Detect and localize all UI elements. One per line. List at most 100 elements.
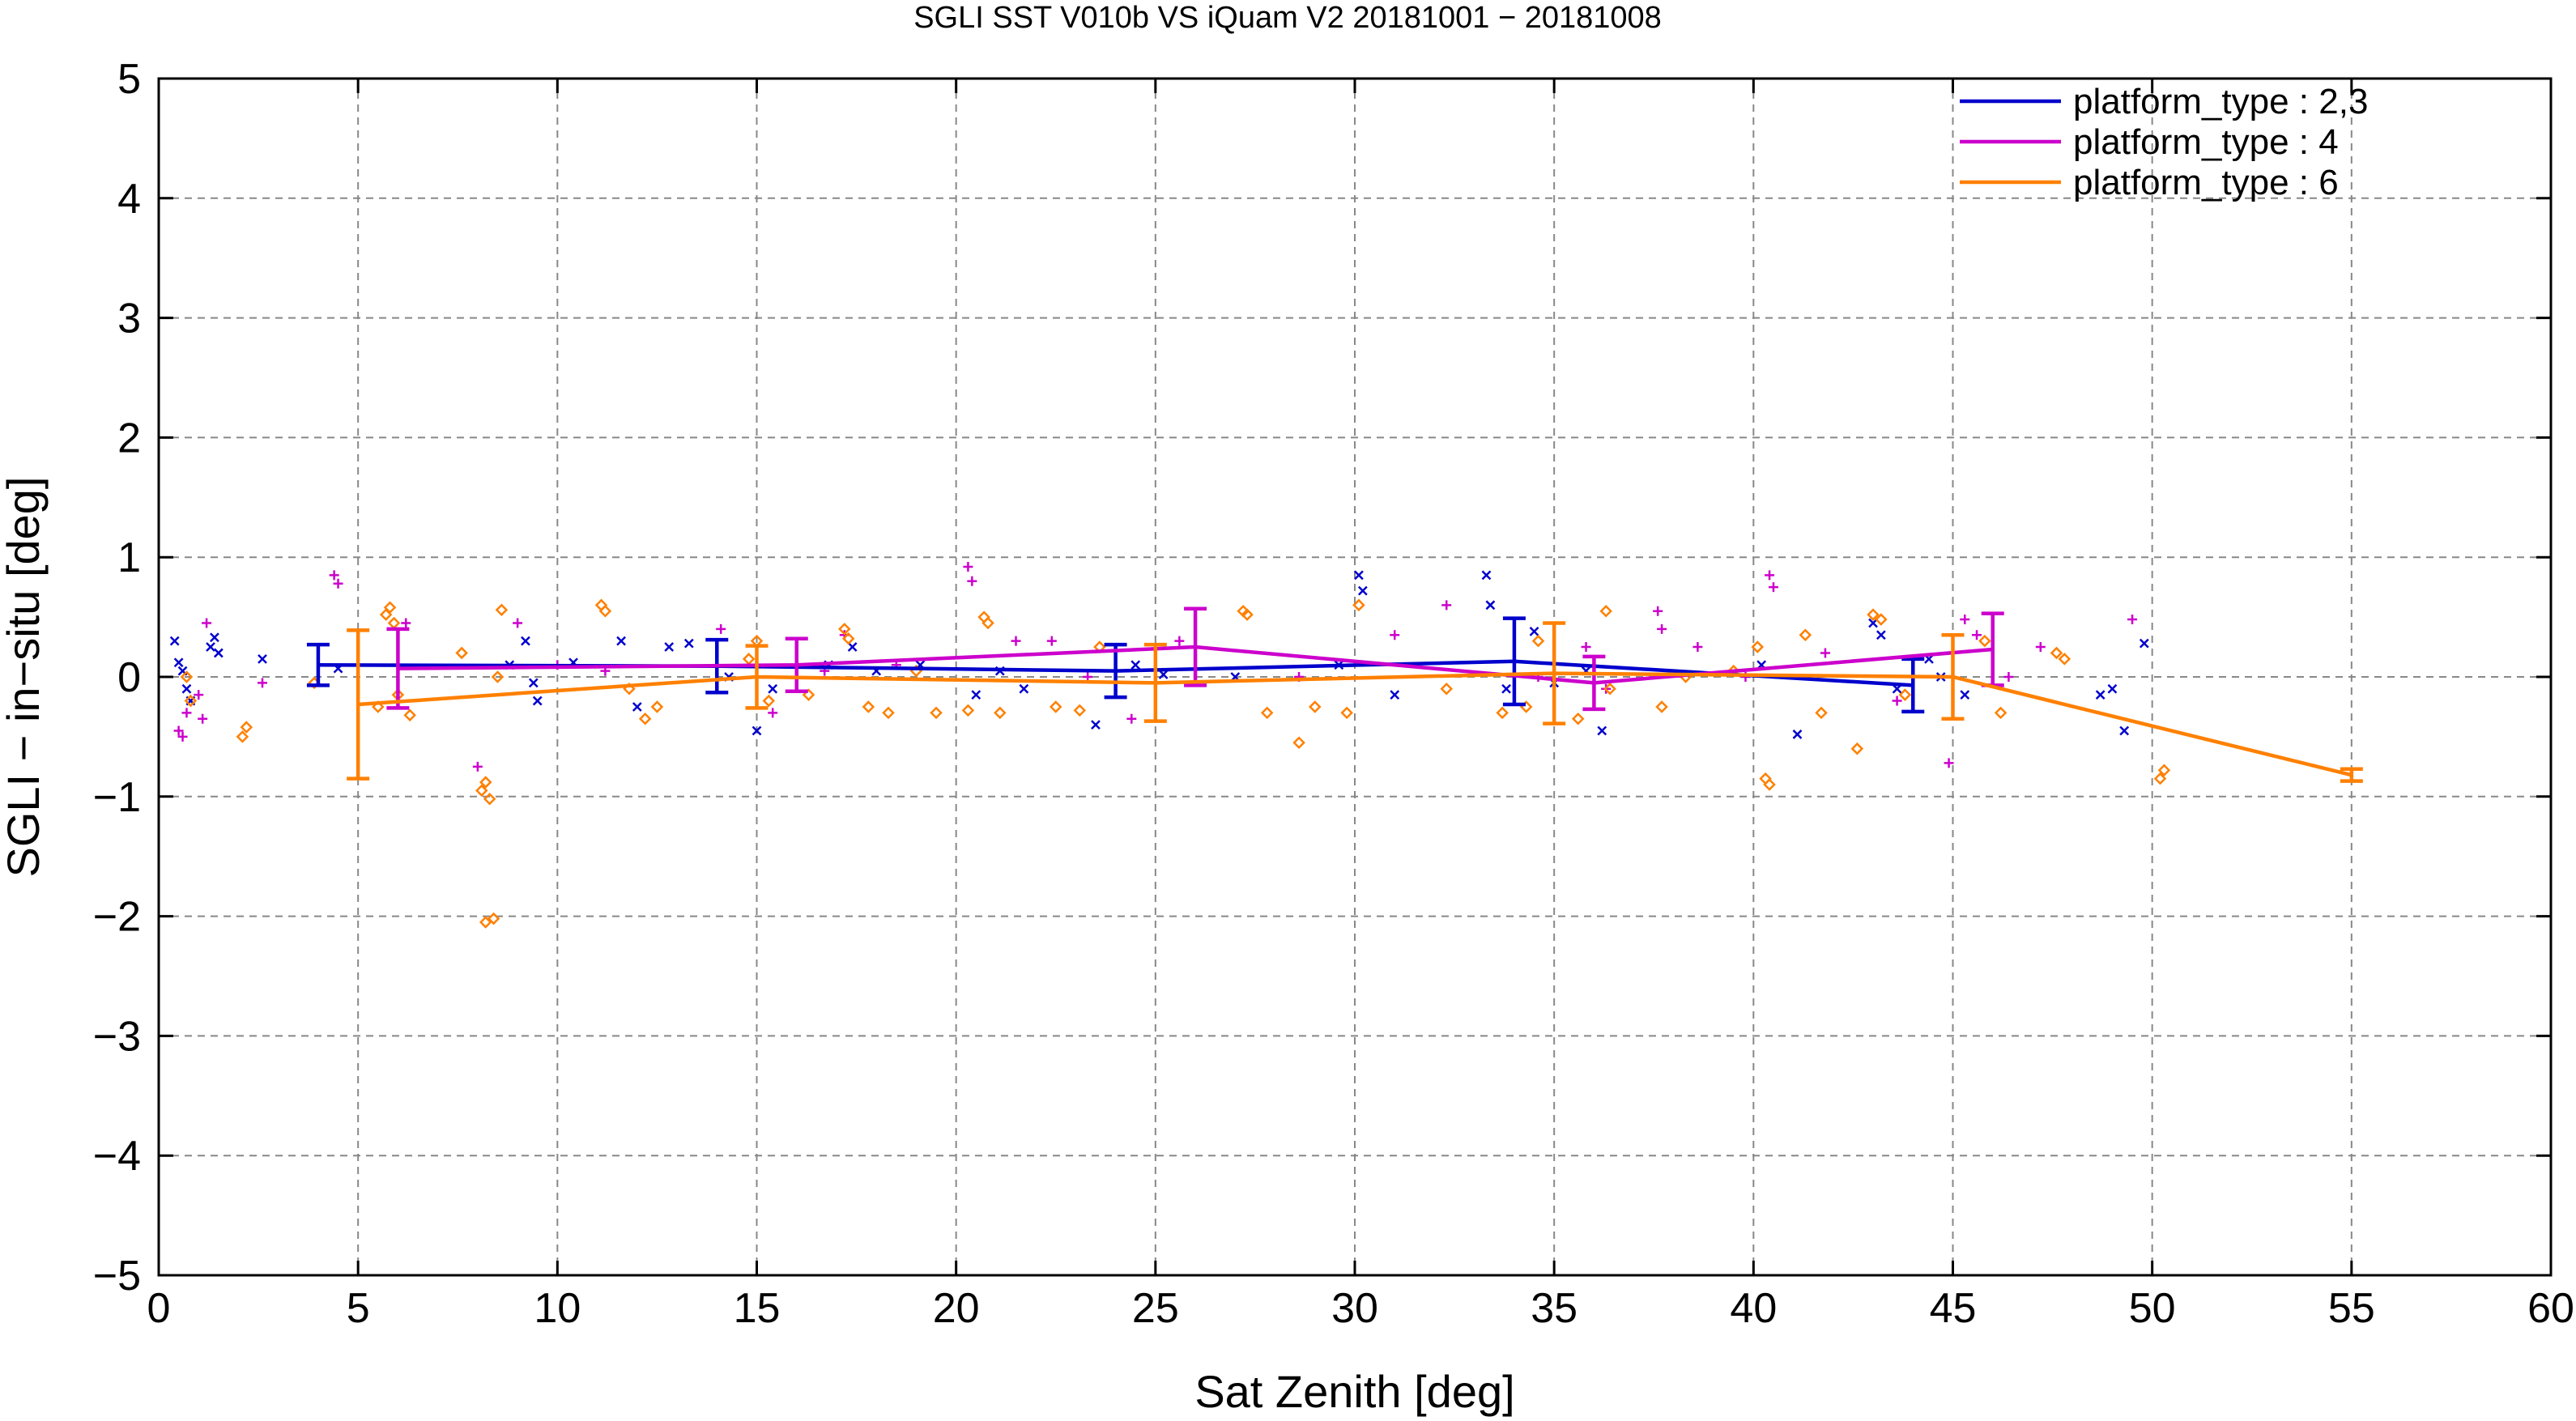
plus-marker [1960,615,1970,625]
x-marker [1876,630,1886,640]
diamond-marker [1241,608,1254,621]
plus-marker [472,761,483,772]
plus-marker [333,578,343,589]
x-marker [213,648,224,658]
x-marker [1529,626,1539,636]
diamond-marker [1655,700,1668,713]
x-marker [1091,720,1101,730]
plus-marker [1692,642,1703,653]
y-tick-label: −5 [93,1253,141,1300]
plus-marker [716,623,726,634]
x-marker [847,642,858,652]
diamond-marker [1531,634,1545,648]
plus-marker [2127,615,2138,625]
x-marker [2139,638,2149,649]
diamond-marker [2050,646,2063,660]
y-tick-label: −2 [93,894,141,941]
x-marker [752,725,762,736]
diamond-marker [379,608,393,621]
error-bar [1104,642,1127,700]
diamond-marker [487,912,500,925]
x-tick-label: 5 [347,1285,370,1332]
diamond-marker [1073,704,1087,717]
diamond-marker [1759,772,1772,785]
error-bar [2340,767,2363,783]
diamond-marker [1260,706,1274,720]
y-tick-label: −1 [93,774,141,821]
y-tick-label: 2 [117,415,141,462]
diamond-marker [1571,712,1585,725]
x-tick-label: 45 [1930,1285,1977,1332]
plus-marker [963,562,973,572]
diamond-marker [1440,683,1454,696]
legend-label: platform_type : 6 [2073,163,2339,202]
diamond-marker [475,784,488,798]
error-bar [1143,642,1167,723]
plus-marker [513,618,523,628]
diamond-marker [180,670,194,683]
y-tick-label: −4 [93,1133,141,1180]
diamond-marker [1763,778,1776,791]
x-tick-label: 40 [1730,1285,1777,1332]
diamond-marker [2157,764,2171,777]
diamond-marker [1875,613,1888,626]
plus-marker [177,731,188,742]
diamond-marker [802,688,815,701]
y-tick-label: 5 [117,56,141,103]
x-marker [210,632,219,643]
plus-marker [1126,713,1137,724]
diamond-marker [483,792,496,806]
x-tick-label: 25 [1132,1285,1179,1332]
diamond-marker [372,700,385,713]
diamond-marker [977,611,990,623]
plus-marker [1390,630,1400,640]
diamond-marker [1867,608,1880,621]
diamond-marker [2153,772,2167,785]
x-marker [206,642,215,652]
x-marker [616,636,626,646]
diamond-marker [1751,640,1765,653]
diamond-marker [387,616,401,630]
error-bar [1582,654,1606,712]
diamond-marker [862,700,875,713]
diamond-marker [455,646,468,660]
error-bar [386,627,410,710]
x-marker [2119,725,2130,736]
x-marker [1597,725,1607,736]
x-marker [1792,730,1803,739]
y-tick-label: −3 [93,1013,141,1060]
error-bar [745,644,769,710]
error-bar [785,636,808,693]
diamond-marker [1599,604,1612,618]
x-marker [632,702,642,712]
diamond-marker [1799,628,1812,642]
diamond-marker [383,601,397,615]
x-marker [1481,570,1492,581]
x-marker [971,690,981,700]
y-tick-label: 3 [117,296,141,342]
x-marker [1357,585,1368,596]
diamond-marker [184,694,198,708]
x-marker [2107,683,2118,694]
plus-marker [401,618,411,628]
x-marker [1130,660,1141,670]
plus-marker [1944,758,1954,768]
plus-marker [2003,672,2014,682]
diamond-marker [598,604,612,618]
x-marker [664,642,675,652]
x-marker [1158,670,1169,679]
x-marker [1960,690,1970,700]
plus-marker [198,713,208,724]
diamond-marker [981,616,994,630]
y-tick-label: 1 [117,534,141,581]
diamond-marker [1292,736,1305,750]
plus-marker [181,708,192,718]
y-tick-label: 0 [117,654,141,701]
diamond-marker [762,694,776,708]
data-marks [169,562,2171,929]
x-marker [532,696,543,706]
x-tick-label: 55 [2328,1285,2375,1332]
plus-marker [768,708,778,718]
diamond-marker [742,653,756,666]
